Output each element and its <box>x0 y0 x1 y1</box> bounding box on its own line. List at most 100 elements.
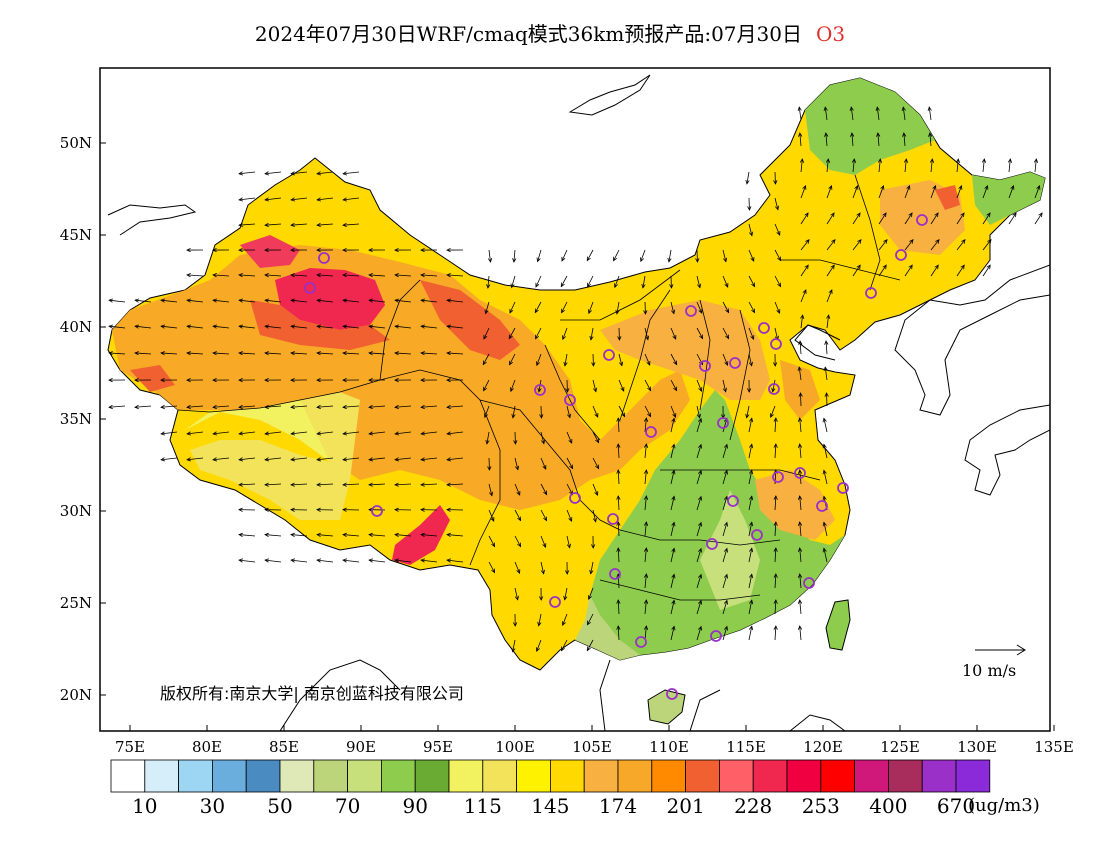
wind-vector <box>187 405 204 408</box>
wind-arrowhead <box>613 256 617 262</box>
wind-vector <box>447 352 464 355</box>
wind-arrowhead <box>671 469 676 475</box>
wind-arrowhead <box>264 273 269 278</box>
latitude-axis: 50N 45N 40N 35N 30N 25N 20N <box>60 134 106 704</box>
wind-vector <box>670 353 678 365</box>
wind-vector <box>774 301 780 314</box>
wind-arrowhead <box>643 443 649 448</box>
wind-vector <box>447 274 464 277</box>
wind-arrowhead <box>586 256 591 262</box>
legend-label: 201 <box>667 794 705 818</box>
wind-arrowhead <box>342 351 347 356</box>
lon-tick-label: 90E <box>346 738 376 756</box>
wind-vector <box>511 275 516 288</box>
wind-vector <box>482 353 490 365</box>
wind-arrowhead <box>745 413 750 419</box>
wind-arrowhead <box>160 351 165 356</box>
wind-arrowhead <box>264 457 269 462</box>
wind-arrowhead <box>238 247 243 253</box>
wind-vector <box>486 431 490 444</box>
wind-arrowhead <box>616 443 621 448</box>
wind-vector <box>213 352 230 355</box>
wind-vector <box>562 613 568 626</box>
wind-vector <box>369 559 386 563</box>
wind-arrowhead <box>516 569 521 574</box>
wind-vector <box>586 639 594 651</box>
lon-tick-label: 115E <box>726 738 766 756</box>
wind-vector <box>644 353 651 366</box>
wind-arrowhead <box>775 205 780 211</box>
wind-vector <box>395 325 412 329</box>
wind-arrowhead <box>420 431 426 436</box>
wind-arrowhead <box>134 298 140 303</box>
wind-vector <box>878 185 884 199</box>
wind-arrowhead <box>483 386 487 392</box>
wind-arrowhead <box>446 431 452 436</box>
wind-arrowhead <box>542 543 547 548</box>
station-marker <box>729 357 741 369</box>
wind-vector <box>696 470 702 485</box>
wind-arrowhead <box>264 532 269 537</box>
wind-arrowhead <box>643 469 649 474</box>
wind-vector <box>670 574 675 589</box>
wind-arrowhead <box>617 336 622 341</box>
wind-vector <box>772 379 776 392</box>
wind-arrowhead <box>927 106 932 112</box>
wind-vector <box>395 457 412 461</box>
wind-vector <box>343 457 360 461</box>
wind-arrowhead <box>290 351 295 356</box>
wind-vector <box>369 431 386 435</box>
wind-arrowhead <box>723 443 728 449</box>
wind-vector <box>566 509 572 522</box>
wind-arrowhead <box>487 466 492 471</box>
wind-vector <box>447 534 464 537</box>
wind-vector <box>265 197 282 201</box>
wind-arrowhead <box>316 324 322 329</box>
wind-arrowhead <box>831 239 836 244</box>
wind-arrowhead <box>342 532 347 537</box>
wind-vector <box>291 457 308 461</box>
wind-vector <box>876 107 880 121</box>
wind-vector <box>395 559 412 563</box>
wind-arrowhead <box>797 547 803 552</box>
wind-vector <box>640 249 646 262</box>
wind-vector <box>566 405 571 418</box>
wind-arrowhead <box>513 622 518 627</box>
wind-vectors <box>108 106 1043 653</box>
wind-arrowhead <box>264 431 270 436</box>
wind-arrowhead <box>591 544 596 549</box>
legend-swatch <box>651 759 686 793</box>
legend-swatch <box>313 759 348 793</box>
wind-arrowhead <box>368 324 374 329</box>
wind-vector <box>317 431 334 435</box>
wind-arrowhead <box>641 283 646 289</box>
wind-arrowhead <box>616 521 621 526</box>
color-legend <box>110 759 991 793</box>
wind-vector <box>800 239 810 251</box>
wind-arrowhead <box>446 507 451 512</box>
wind-arrowhead <box>491 568 496 574</box>
wind-vector <box>395 299 412 303</box>
wind-vector <box>343 171 360 175</box>
wind-vector <box>878 239 888 251</box>
wind-arrowhead <box>420 324 426 329</box>
wind-arrowhead <box>749 625 754 631</box>
wind-vector <box>135 325 152 329</box>
wind-vector <box>291 223 308 226</box>
wind-arrowhead <box>134 324 140 329</box>
wind-vector <box>512 405 516 418</box>
longitude-axis: 75E 80E 85E 90E 95E 100E 105E 110E 115E 120E 125E 1… <box>115 725 1074 756</box>
wind-arrowhead <box>595 438 600 444</box>
wind-vector <box>161 405 178 408</box>
wind-arrowhead <box>561 308 565 314</box>
wind-vector <box>696 444 702 459</box>
wind-arrowhead <box>394 482 399 487</box>
orange-band-gansu <box>420 280 520 360</box>
wind-arrowhead <box>643 417 649 422</box>
wind-vector <box>823 418 828 433</box>
wind-arrowhead <box>517 542 522 548</box>
wind-vector <box>592 457 599 469</box>
wind-arrowhead <box>698 387 703 392</box>
wind-arrowhead <box>537 621 542 627</box>
station-marker <box>685 305 697 317</box>
